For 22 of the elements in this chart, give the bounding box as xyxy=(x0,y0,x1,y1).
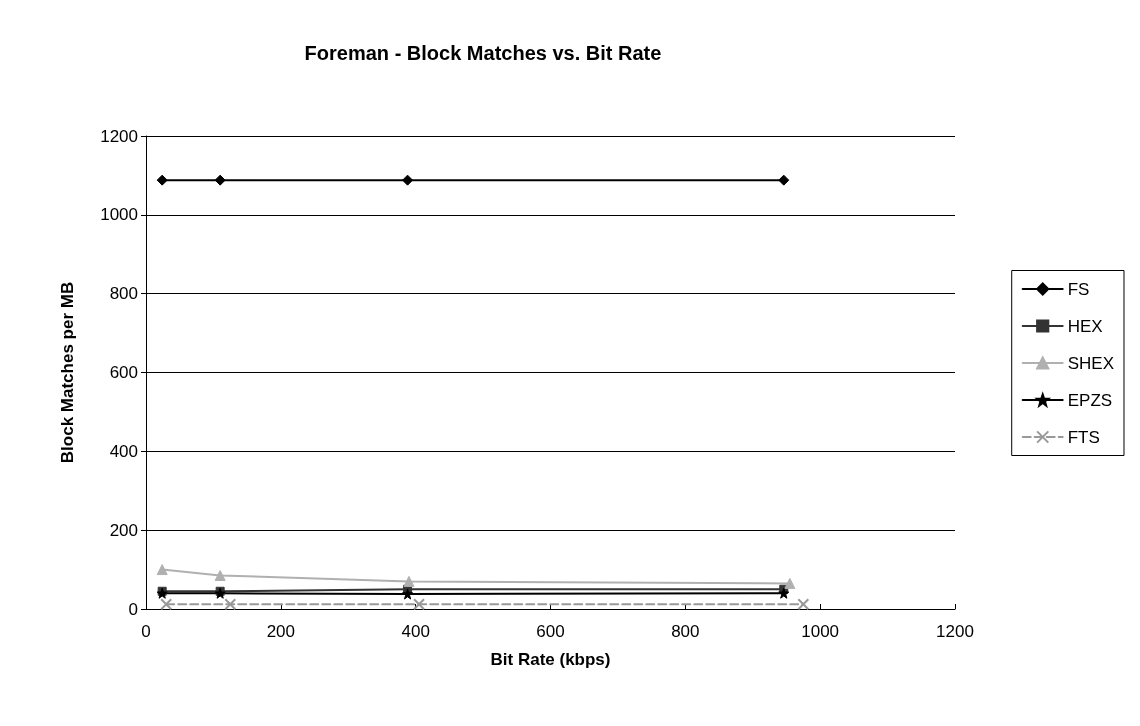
x-tick-label: 200 xyxy=(266,622,296,641)
x-tick-label: 400 xyxy=(401,622,430,641)
x-tick-label: 600 xyxy=(536,622,565,641)
x-tick-label: 1200 xyxy=(936,622,974,641)
y-tick-label: 0 xyxy=(128,599,138,619)
y-tick-label: 1000 xyxy=(100,205,138,225)
y-tick-label: 200 xyxy=(109,520,138,540)
legend-label: SHEX xyxy=(1067,353,1114,373)
y-tick-label: 800 xyxy=(109,284,138,304)
legend-label: EPZS xyxy=(1067,390,1113,410)
chart-title: Foreman - Block Matches vs. Bit Rate xyxy=(304,42,662,64)
legend-label: FTS xyxy=(1067,427,1100,447)
x-tick-label: 800 xyxy=(671,622,700,641)
y-tick-label: 600 xyxy=(109,363,138,382)
y-tick-label: 1200 xyxy=(100,126,138,146)
x-tick-label: 0 xyxy=(141,622,151,641)
x-axis-title: Bit Rate (kbps) xyxy=(490,650,611,669)
legend-label: HEX xyxy=(1067,316,1103,336)
x-tick-label: 1000 xyxy=(801,622,840,641)
legend-label: FS xyxy=(1067,279,1090,299)
y-tick-label: 400 xyxy=(109,441,138,461)
y-axis-title: Block Matches per MB xyxy=(58,281,77,464)
